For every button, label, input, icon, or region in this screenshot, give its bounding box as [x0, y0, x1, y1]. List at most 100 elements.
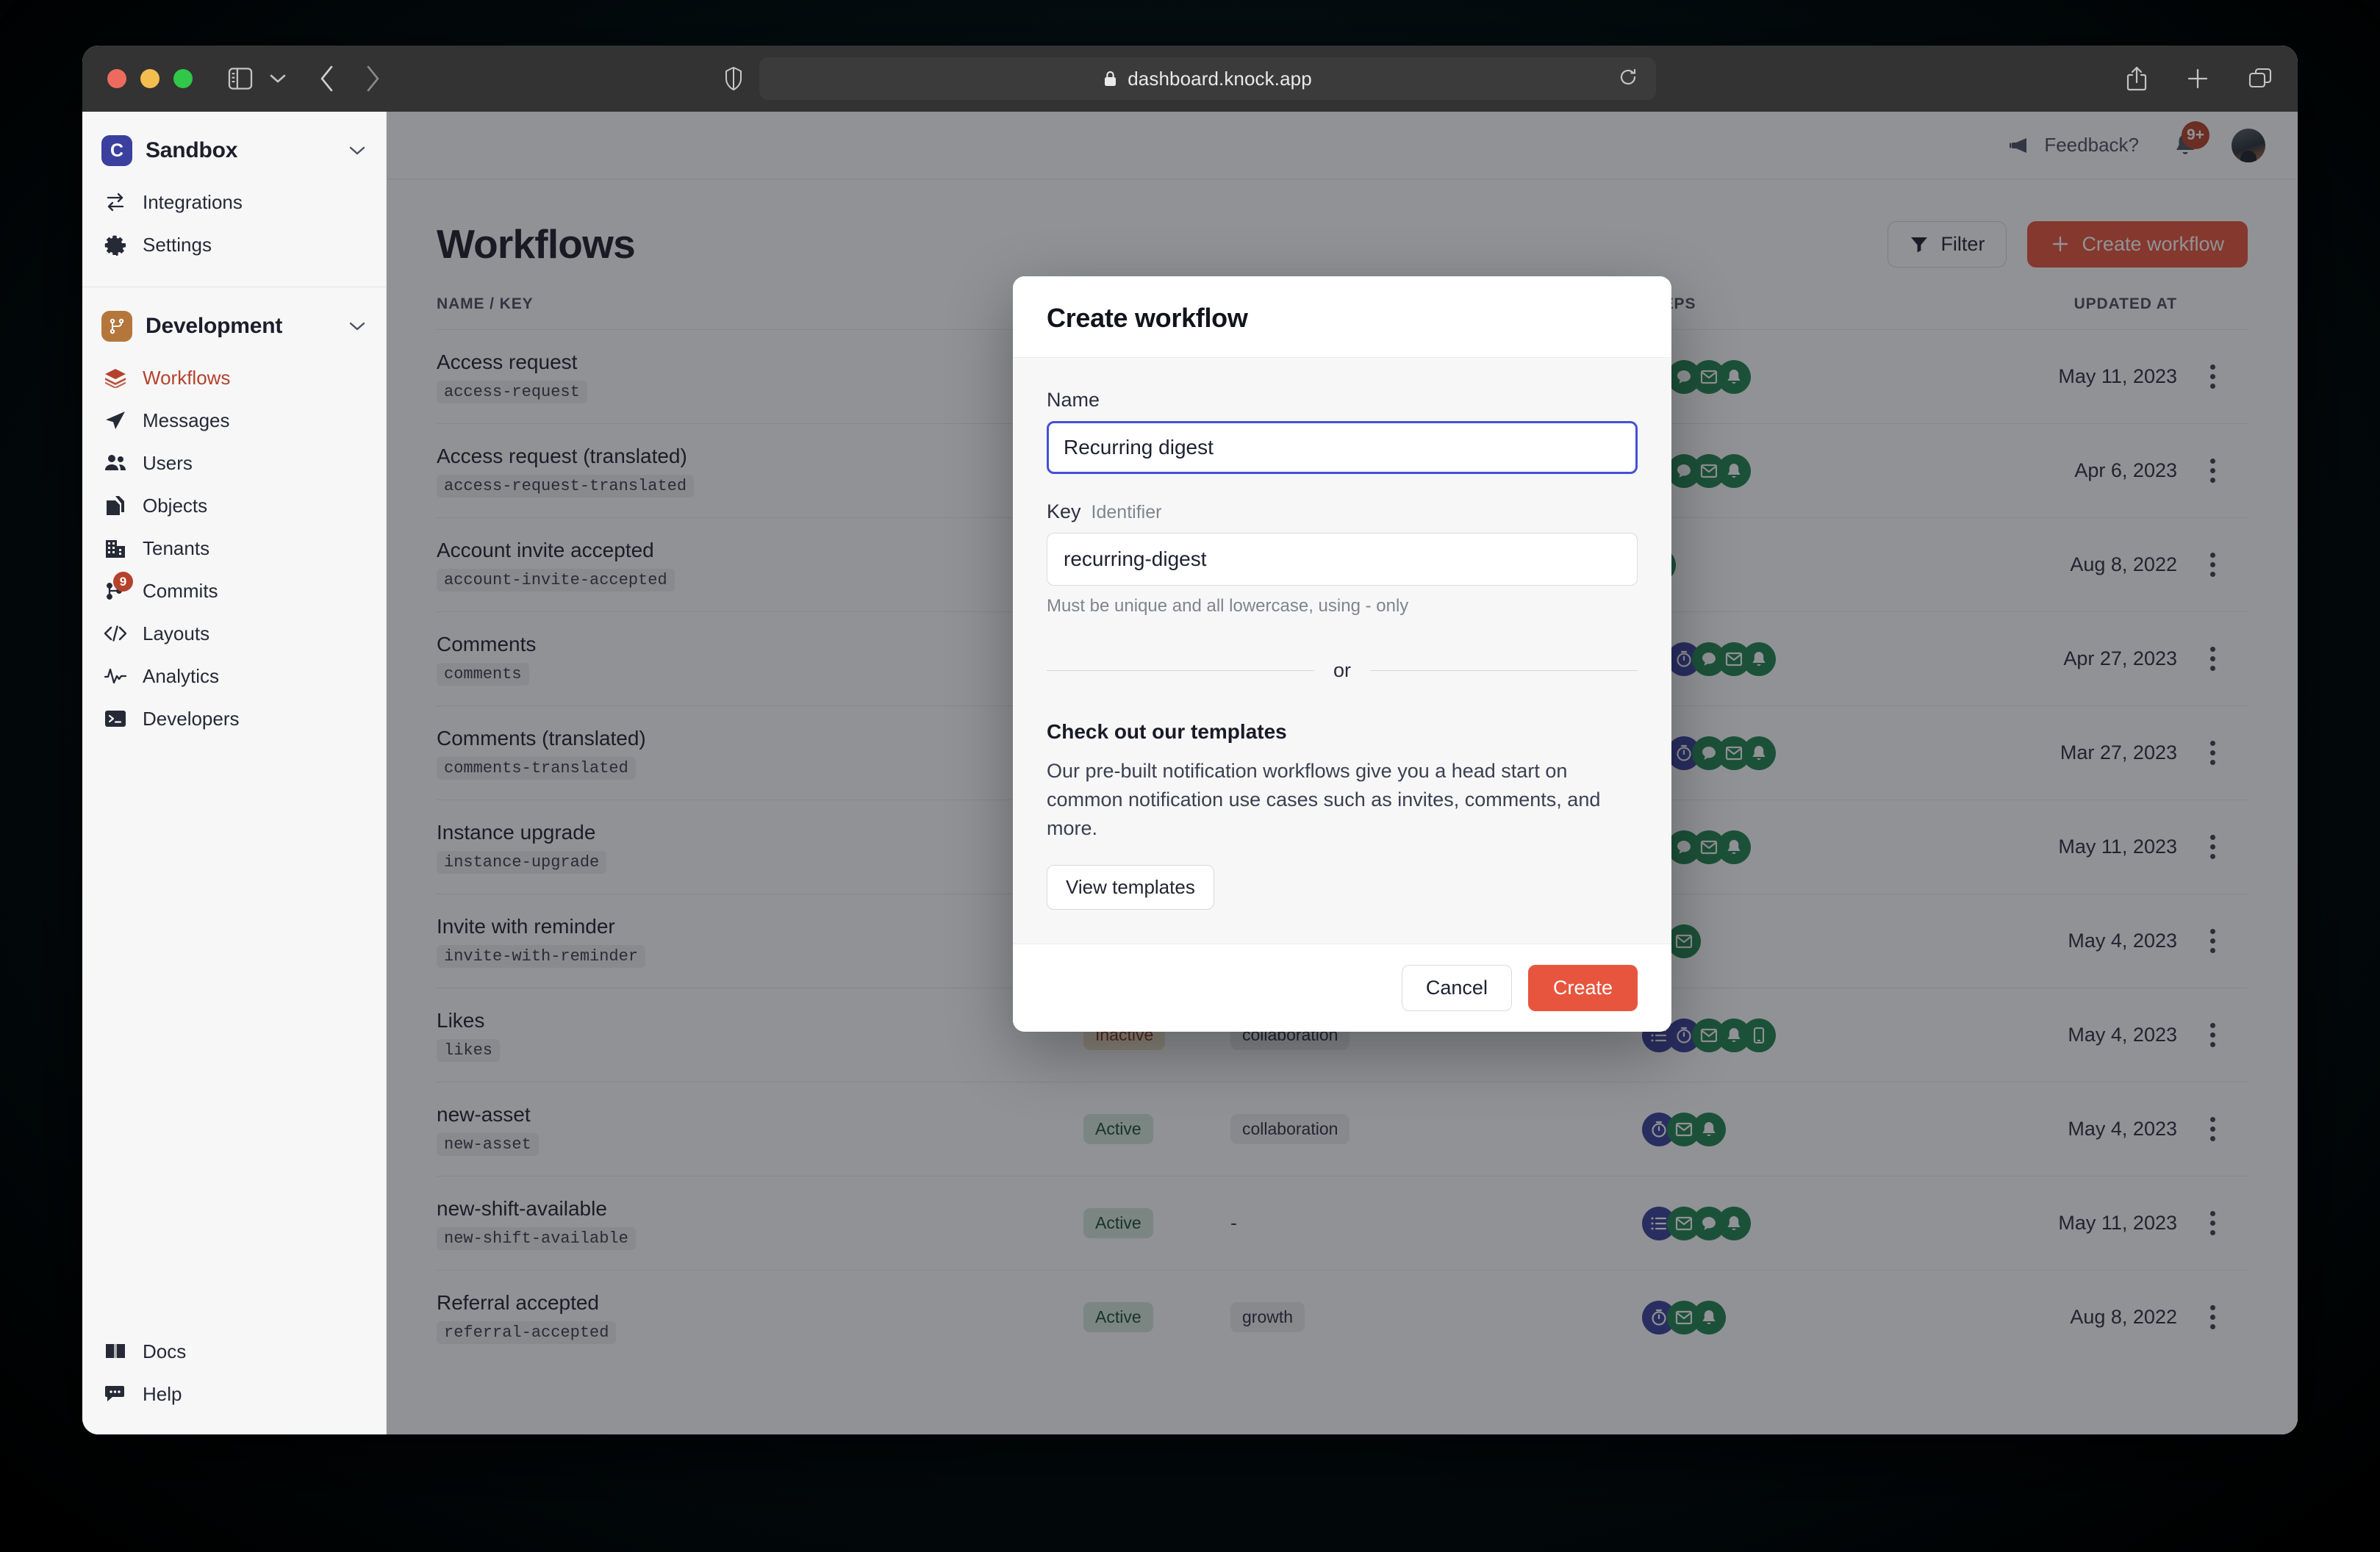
sidebar-item-label: Tenants	[143, 536, 210, 559]
notification-badge: 9+	[2182, 121, 2209, 149]
modal-footer: Cancel Create	[1013, 944, 1671, 1032]
integrations-icon	[103, 190, 128, 215]
workflow-key: new-shift-available	[437, 1226, 636, 1250]
row-menu-icon[interactable]	[2203, 733, 2223, 772]
cell-updated-at: May 11, 2023	[1935, 836, 2177, 858]
green-bell-step-icon	[1717, 830, 1751, 864]
shield-icon[interactable]	[724, 66, 743, 91]
sidebar-item-help[interactable]: Help	[82, 1373, 386, 1415]
step-icon-stack	[1642, 1206, 1935, 1240]
row-menu-icon[interactable]	[2203, 1016, 2223, 1055]
sidebar-toggle-icon[interactable]	[228, 68, 253, 90]
workspace-initial: C	[110, 140, 124, 161]
table-row[interactable]: new-asset new-asset Active collaboration May…	[437, 1082, 2248, 1176]
send-icon	[103, 408, 128, 433]
sidebar-item-docs[interactable]: Docs	[82, 1330, 386, 1373]
blue-batch-step-icon	[1642, 1206, 1676, 1240]
cell-category: -	[1230, 1212, 1642, 1235]
url-text: dashboard.knock.app	[1128, 67, 1312, 90]
name-field-label: Name	[1047, 389, 1638, 412]
cell-status: Active	[1083, 1208, 1230, 1238]
app-topbar: Feedback? 9+	[387, 112, 2298, 179]
view-templates-button[interactable]: View templates	[1047, 865, 1214, 910]
tab-overview-icon[interactable]	[2248, 67, 2273, 90]
app-sidebar: C Sandbox In	[82, 112, 387, 1434]
row-menu-icon[interactable]	[2203, 545, 2223, 584]
name-input[interactable]	[1047, 421, 1638, 474]
row-menu-icon[interactable]	[2203, 451, 2223, 490]
filter-button[interactable]: Filter	[1888, 220, 2007, 267]
create-button[interactable]: Create	[1527, 965, 1638, 1012]
cell-updated-at: May 11, 2023	[1935, 365, 2177, 388]
templates-description: Our pre-built notification workflows giv…	[1047, 760, 1601, 840]
browser-toolbar: dashboard.knock.app	[82, 46, 2298, 112]
workspace-nav: Integrations Settings	[82, 179, 386, 273]
green-bell-step-icon	[1717, 1206, 1751, 1240]
table-row[interactable]: Likes likes Inactive collaboration May 4, 20…	[437, 988, 2248, 1082]
notifications-button[interactable]: 9+	[2173, 121, 2209, 159]
create-workflow-button[interactable]: Create workflow	[2027, 220, 2248, 267]
chevron-down-icon[interactable]	[269, 73, 287, 84]
updated-at-text: Apr 6, 2023	[2074, 459, 2177, 481]
share-icon[interactable]	[2126, 65, 2148, 92]
nav-forward-icon[interactable]	[365, 65, 381, 93]
cancel-button[interactable]: Cancel	[1401, 965, 1512, 1012]
environment-name: Development	[146, 314, 283, 338]
close-window-button[interactable]	[107, 69, 126, 88]
sidebar-item-integrations[interactable]: Integrations	[82, 181, 386, 223]
sidebar-item-commits[interactable]: 9 Commits	[82, 570, 386, 612]
plus-icon[interactable]	[2186, 67, 2209, 90]
nav-back-icon[interactable]	[319, 65, 335, 93]
workflow-key: referral-accepted	[437, 1321, 617, 1344]
sidebar-item-users[interactable]: Users	[82, 442, 386, 484]
sidebar-item-messages[interactable]: Messages	[82, 399, 386, 442]
workspace-switcher[interactable]: C Sandbox	[82, 122, 386, 179]
cell-updated-at: May 4, 2023	[1935, 930, 2177, 952]
maximize-window-button[interactable]	[173, 69, 193, 88]
feedback-button[interactable]: Feedback?	[2009, 134, 2139, 157]
workflow-name: new-shift-available	[437, 1196, 607, 1220]
sidebar-item-developers[interactable]: Developers	[82, 697, 386, 740]
cell-actions	[2177, 1204, 2248, 1243]
chat-icon	[103, 1382, 128, 1406]
address-bar[interactable]: dashboard.knock.app	[759, 57, 1656, 100]
row-menu-icon[interactable]	[2203, 1298, 2223, 1337]
category-badge: collaboration	[1230, 1114, 1350, 1144]
page-header-actions: Filter Create workflow	[1888, 220, 2248, 267]
column-header-name-key: NAME / KEY	[437, 295, 534, 312]
row-menu-icon[interactable]	[2203, 639, 2223, 678]
row-menu-icon[interactable]	[2203, 1204, 2223, 1243]
sidebar-item-label: Commits	[143, 579, 218, 602]
sidebar-item-settings[interactable]: Settings	[82, 223, 386, 266]
sidebar-item-objects[interactable]: Objects	[82, 484, 386, 527]
table-row[interactable]: Referral accepted referral-accepted Active…	[437, 1270, 2248, 1364]
sidebar-item-layouts[interactable]: Layouts	[82, 612, 386, 655]
reload-icon[interactable]	[1618, 67, 1638, 91]
key-input[interactable]	[1047, 533, 1638, 586]
sidebar-item-analytics[interactable]: Analytics	[82, 655, 386, 697]
row-menu-icon[interactable]	[2203, 922, 2223, 960]
avatar[interactable]	[2232, 128, 2265, 162]
minimize-window-button[interactable]	[140, 69, 159, 88]
row-menu-icon[interactable]	[2203, 357, 2223, 396]
create-workflow-label: Create workflow	[2082, 232, 2224, 255]
sidebar-item-workflows[interactable]: Workflows	[82, 356, 386, 399]
environment-switcher[interactable]: Development	[82, 298, 386, 355]
modal-body: Name Key Identifier Must be unique and a…	[1013, 358, 1671, 944]
row-menu-icon[interactable]	[2203, 827, 2223, 866]
status-badge: Active	[1083, 1114, 1153, 1144]
sidebar-item-label: Objects	[143, 494, 208, 517]
create-workflow-modal: Create workflow Name Key Identifier Must…	[1013, 276, 1671, 1032]
status-badge: Active	[1083, 1208, 1153, 1238]
workflow-key: comments	[437, 662, 529, 686]
workspace-avatar: C	[101, 135, 132, 166]
sidebar-item-tenants[interactable]: Commits Tenants	[82, 527, 386, 570]
sidebar-spacer	[82, 747, 386, 1329]
main-content-area: Feedback? 9+	[387, 112, 2298, 1434]
cell-updated-at: Apr 27, 2023	[1935, 647, 2177, 670]
row-menu-icon[interactable]	[2203, 1110, 2223, 1149]
megaphone-icon	[2009, 136, 2032, 155]
objects-icon	[103, 493, 128, 518]
table-row[interactable]: new-shift-available new-shift-available Ac…	[437, 1176, 2248, 1270]
